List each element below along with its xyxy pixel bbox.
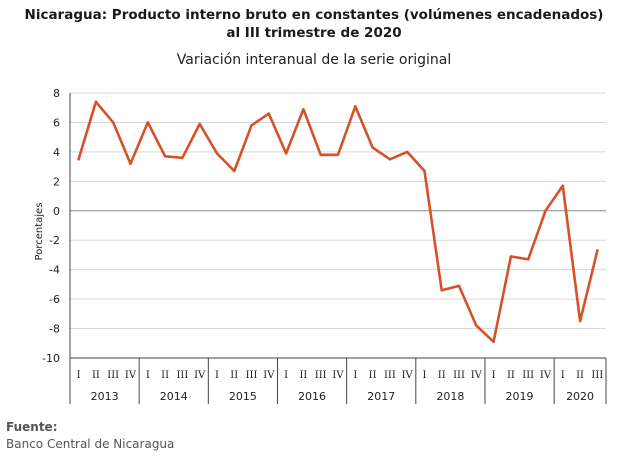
x-tick-label: IV <box>540 370 552 381</box>
source-label: Fuente: <box>6 420 58 434</box>
year-label: 2015 <box>229 390 257 403</box>
data-point <box>198 122 201 126</box>
x-tick-label: III <box>522 370 534 381</box>
data-point <box>596 249 599 252</box>
data-point <box>405 150 409 154</box>
x-tick-label: II <box>438 370 446 381</box>
data-point <box>457 284 461 288</box>
x-tick-label: III <box>315 370 327 381</box>
y-axis-label: Porcentajes <box>34 203 45 261</box>
data-point <box>163 155 167 158</box>
x-tick-label: II <box>507 370 515 381</box>
x-tick-label: IV <box>332 370 344 381</box>
x-tick-label: IV <box>471 370 483 381</box>
x-tick-label: I <box>284 370 288 381</box>
data-point <box>544 209 547 212</box>
data-point <box>336 153 340 157</box>
data-point <box>129 162 132 165</box>
data-point <box>250 124 253 127</box>
source-text: Banco Central de Nicaragua <box>6 437 175 451</box>
data-point <box>440 289 443 292</box>
x-tick-label: III <box>591 370 603 381</box>
y-tick-label: 4 <box>53 146 60 159</box>
y-tick-label: -2 <box>49 234 60 247</box>
data-point <box>181 156 184 159</box>
data-point <box>509 255 513 258</box>
y-tick-label: 2 <box>53 175 60 188</box>
data-point <box>233 169 236 173</box>
x-tick-label: IV <box>263 370 275 381</box>
data-point <box>267 112 271 115</box>
x-tick-label: III <box>384 370 396 381</box>
year-label: 2018 <box>436 390 464 403</box>
chart-title-line1: Nicaragua: Producto interno bruto en con… <box>24 7 604 23</box>
y-tick-label: 0 <box>53 205 60 218</box>
year-label: 2016 <box>298 390 326 403</box>
year-label: 2013 <box>91 390 119 403</box>
x-tick-label: I <box>422 370 426 381</box>
data-point <box>526 258 530 261</box>
chart-title-line2: al III trimestre de 2020 <box>226 25 402 41</box>
x-tick-label: III <box>107 370 119 381</box>
data-point <box>492 340 495 344</box>
y-tick-label: -10 <box>42 352 60 365</box>
data-point <box>94 100 98 104</box>
y-tick-label: -4 <box>49 264 60 277</box>
data-point <box>578 319 582 323</box>
x-tick-label: IV <box>125 370 137 381</box>
year-label: 2017 <box>367 390 395 403</box>
y-tick-label: -6 <box>49 293 60 306</box>
x-tick-label: II <box>299 370 307 381</box>
data-point <box>319 153 322 157</box>
data-point <box>371 146 374 149</box>
x-tick-label: I <box>561 370 565 381</box>
data-point <box>423 169 426 173</box>
chart-subtitle: Variación interanual de la serie origina… <box>176 52 452 68</box>
x-tick-label: II <box>230 370 238 381</box>
x-tick-label: II <box>161 370 169 381</box>
y-tick-label: -8 <box>49 323 60 336</box>
x-tick-label: I <box>353 370 357 381</box>
data-point <box>215 152 219 155</box>
y-tick-label: 8 <box>53 87 60 100</box>
x-tick-label: I <box>215 370 219 381</box>
y-tick-label: 6 <box>53 116 60 129</box>
data-point <box>388 158 392 161</box>
x-tick-label: II <box>92 370 100 381</box>
x-tick-label: II <box>576 370 584 381</box>
data-point <box>302 107 305 111</box>
data-point <box>146 121 150 124</box>
year-label: 2019 <box>506 390 534 403</box>
x-tick-label: I <box>492 370 496 381</box>
data-point <box>561 184 564 187</box>
data-point <box>284 152 288 155</box>
year-label: 2014 <box>160 390 188 403</box>
year-label: 2020 <box>566 390 594 403</box>
series-line <box>77 100 599 344</box>
data-point <box>354 105 357 108</box>
data-point <box>77 158 80 161</box>
x-tick-label: IV <box>194 370 206 381</box>
x-tick-label: IV <box>402 370 414 381</box>
data-point <box>475 324 478 327</box>
data-point <box>112 121 115 124</box>
chart-title: Nicaragua: Producto interno bruto en con… <box>0 6 628 42</box>
x-tick-label: III <box>453 370 465 381</box>
x-tick-label: II <box>369 370 377 381</box>
x-tick-label: III <box>176 370 188 381</box>
x-tick-label: III <box>246 370 258 381</box>
x-tick-label: I <box>77 370 81 381</box>
x-tick-label: I <box>146 370 150 381</box>
